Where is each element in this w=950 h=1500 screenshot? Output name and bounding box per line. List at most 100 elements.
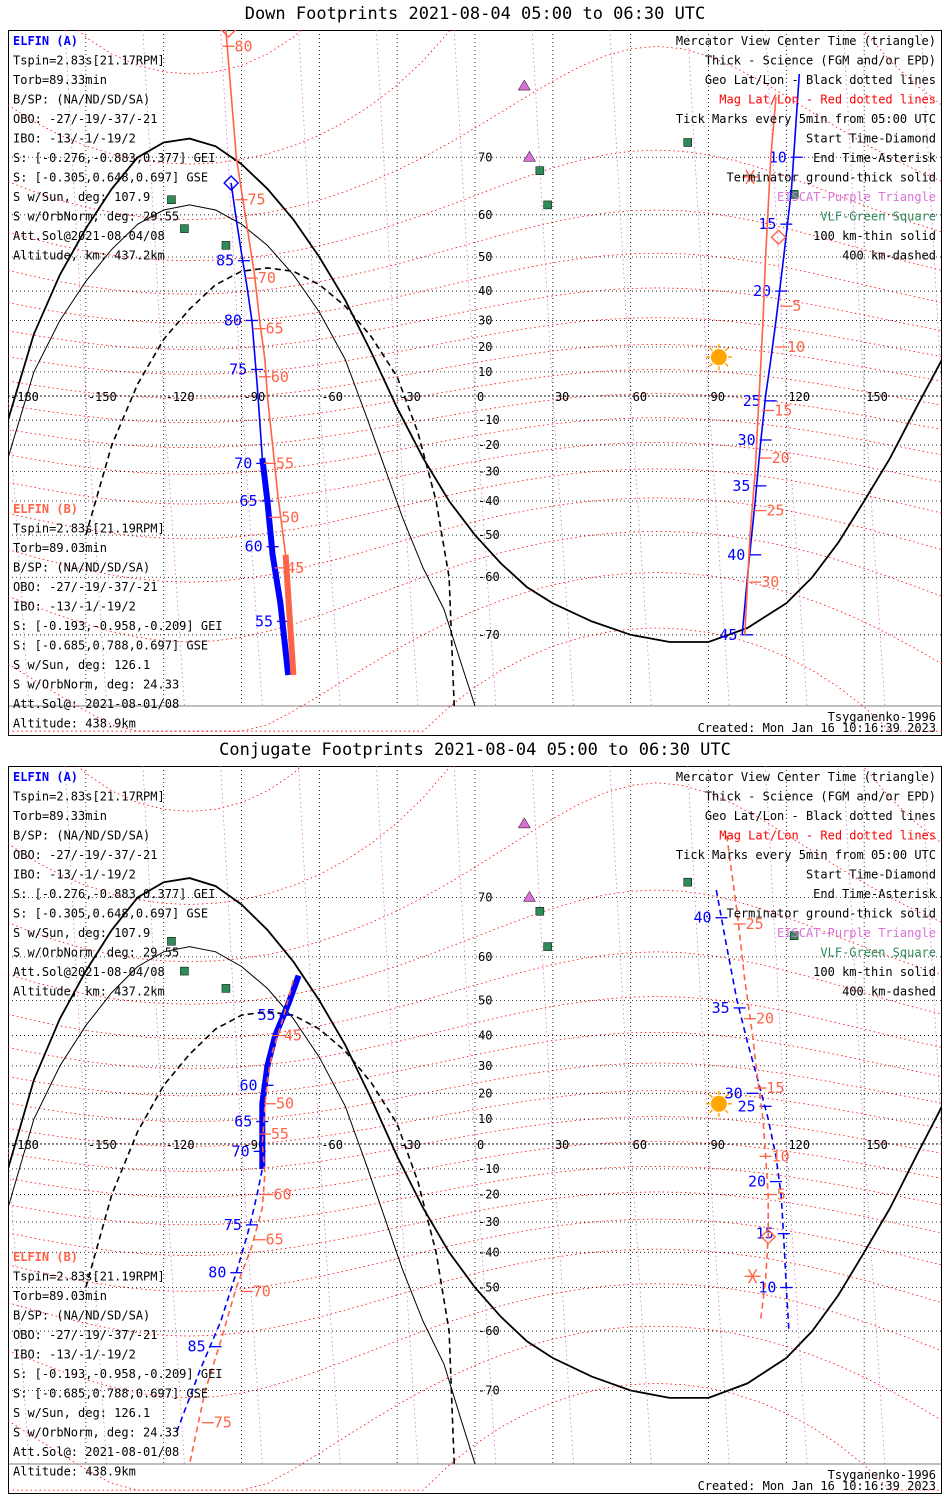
terminator-100km [8,204,476,707]
track-tick-label: 65 [266,1231,284,1249]
science-segment [282,554,297,676]
legend-entry: EISCAT-Purple Triangle [777,926,936,940]
lon-tick-label: -120 [166,390,195,404]
info-line: S: [-0.685,0.788,0.697] GSE [13,639,208,653]
mag-lon-line [920,766,942,1151]
eiscat-station [517,79,531,91]
elfin-b-info: ELFIN (B) Tspin=2.83s[21.19RPM] Torb=89.03… [13,502,223,731]
track-tick-label: 75 [248,191,266,209]
sun-ray [724,1094,729,1098]
end-asterisk [747,1269,758,1284]
eiscat-station [523,150,536,162]
legend-entry: Geo Lat/Lon - Black dotted lines [705,809,936,823]
track-tick-label: 55 [255,612,273,630]
info-line: B/SP: (NA/ND/SD/SA) [13,561,150,575]
science-segment [259,457,292,676]
track-tick-label: 25 [766,502,784,520]
lon-tick-label: 120 [788,390,810,404]
lat-tick-label: -20 [478,1188,500,1202]
legend-entry: VLF-Green Square [820,946,936,960]
lat-tick-label: -30 [478,465,500,479]
mag-lat-line [8,317,942,375]
legend-entry: 400 km-dashed [842,985,936,999]
lat-tick-label: -50 [478,1281,500,1295]
info-line: IBO: -13/-1/-19/2 [13,1348,136,1362]
created-label: Created: Mon Jan 16 10:16:39 2023 [698,721,936,735]
track-line [744,97,777,635]
mag-lat-line [8,782,942,963]
end-asterisk [745,169,755,185]
lat-tick-label: -30 [478,1215,500,1229]
lon-tick-label: 30 [555,1138,569,1152]
created-label: Created: Mon Jan 16 10:16:39 2023 [698,1479,936,1493]
lon-tick-label: -150 [88,390,117,404]
mag-lat-line [8,627,942,732]
lon-tick-label: 60 [633,390,647,404]
lat-tick-label: 30 [478,1059,492,1073]
lat-tick-label: 20 [478,340,492,354]
track-tick-label: 75 [214,1414,232,1432]
info-line: Altitude: 438.9km [13,1465,136,1479]
info-line: Att.Sol@2021-08-04/08 [13,965,165,979]
vlf-station [167,195,176,204]
sun-ray [724,347,729,352]
lon-tick-label: -60 [321,390,343,404]
vlf-station [535,906,545,916]
info-line: S w/OrbNorm, deg: 29.55 [13,946,179,960]
track-tick-label: 80 [224,311,242,329]
info-line: Tspin=2.83s[21.19RPM] [13,1270,165,1284]
info-line: S: [-0.193,-0.958,-0.209] GEI [13,619,223,633]
track-tick-label: 80 [235,37,253,55]
mag-lon-line [298,30,341,707]
mag-lat-line [8,1325,942,1491]
eiscat-station [517,817,531,829]
info-header: ELFIN (A) [13,770,78,784]
mag-lon-line [920,30,942,402]
lon-tick-label: -150 [88,1138,117,1152]
info-line: S w/OrbNorm, deg: 24.33 [13,1426,179,1440]
vlf-station [535,166,545,175]
sun-ray [709,347,714,352]
track-tick-label: 70 [258,269,276,287]
track-tick-label: 45 [286,559,304,577]
lat-tick-label: 50 [478,993,492,1007]
mag-lat-line [8,393,942,449]
track-tick-label: 15 [774,401,792,419]
info-line: S w/OrbNorm, deg: 24.33 [13,678,179,692]
legend-entry: Thick - Science (FGM and/or EPD) [705,54,936,68]
track-tick-label: 10 [787,338,805,356]
track-tick-label: 65 [239,492,257,510]
track-line [188,979,295,1465]
mag-lat-line [8,497,942,583]
sun-marker [710,349,727,366]
legend-entry: Mercator View Center Time (triangle) [676,34,936,48]
track-tick-label: 85 [188,1338,206,1356]
track-tick-label: 65 [266,320,284,338]
legend-entry: 100 km-thin solid [813,229,936,243]
info-line: B/SP: (NA/ND/SD/SA) [13,829,150,843]
track-tick-label: 60 [271,368,289,386]
info-line: OBO: -27/-19/-37/-21 [13,580,158,594]
lat-tick-label: -60 [478,1324,500,1338]
info-line: OBO: -27/-19/-37/-21 [13,1328,158,1342]
legend-entry: Tick Marks every 5min from 05:00 UTC [676,848,936,862]
lat-tick-label: -50 [478,528,500,542]
info-line: S w/Sun, deg: 126.1 [13,658,150,672]
mag-lon-line [220,30,263,707]
track-tick-label: 45 [719,626,737,644]
legend-entry: Terminator ground-thick solid [726,907,936,921]
track-tick-label: 55 [258,1006,276,1024]
lon-tick-label: 0 [477,1138,484,1152]
model-label: Tsyganenko-1996 [828,1468,936,1482]
lon-tick-label: -60 [321,1138,343,1152]
info-line: OBO: -27/-19/-37/-21 [13,848,158,862]
info-line: Tspin=2.83s[21.17RPM] [13,790,165,804]
track-tick-label: 30 [725,1084,743,1102]
lat-tick-label: -10 [478,413,500,427]
legend-entry: Terminator ground-thick solid [726,171,936,185]
terminator-ground [8,877,942,1399]
lat-tick-label: 40 [478,1029,492,1043]
track-tick-label: 35 [712,999,730,1017]
info-line: Altitude, km: 437.2km [13,249,165,263]
track-tick-label: 45 [284,1027,302,1045]
